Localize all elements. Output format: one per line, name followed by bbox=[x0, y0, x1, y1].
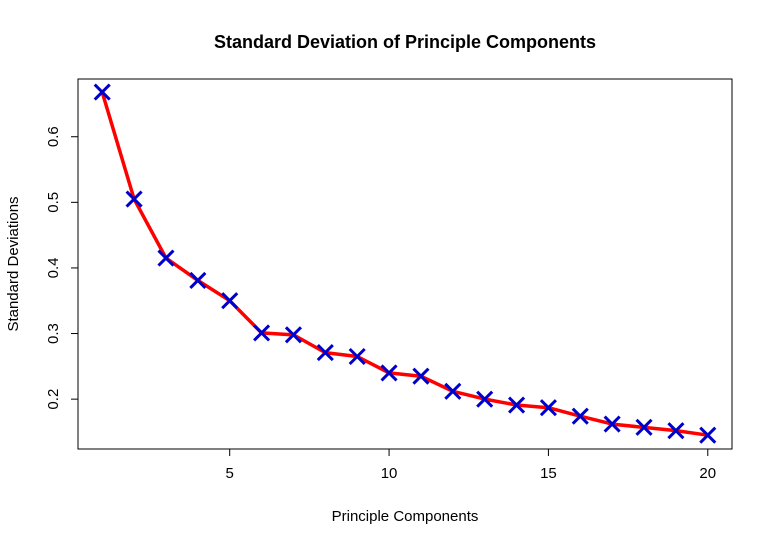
data-point bbox=[253, 324, 271, 342]
data-point bbox=[635, 418, 653, 436]
data-point bbox=[348, 347, 366, 366]
data-point bbox=[476, 390, 494, 408]
data-point bbox=[125, 190, 143, 208]
y-tick-label: 0.2 bbox=[45, 389, 62, 410]
y-axis-label: Standard Deviations bbox=[5, 196, 22, 331]
data-point bbox=[571, 407, 589, 425]
data-point bbox=[157, 249, 175, 267]
data-point bbox=[507, 396, 526, 414]
y-tick-label: 0.5 bbox=[45, 192, 62, 213]
data-point bbox=[380, 364, 398, 382]
series-line bbox=[100, 91, 709, 437]
y-tick-label: 0.6 bbox=[45, 126, 62, 147]
data-point bbox=[603, 415, 621, 433]
y-tick-label: 0.4 bbox=[45, 258, 62, 279]
x-tick-label: 20 bbox=[699, 465, 716, 482]
x-axis: 5 10 15 20 bbox=[226, 448, 716, 482]
series-layer bbox=[93, 83, 717, 444]
data-point bbox=[539, 399, 557, 417]
data-point bbox=[93, 83, 111, 101]
data-point bbox=[667, 422, 685, 440]
chart-title: Standard Deviation of Principle Componen… bbox=[214, 32, 596, 52]
y-axis: 0.2 0.3 0.4 0.5 0.6 bbox=[45, 126, 79, 410]
data-point bbox=[699, 426, 717, 444]
x-tick-label: 15 bbox=[540, 465, 557, 482]
x-axis-label: Principle Components bbox=[332, 508, 479, 525]
data-point bbox=[189, 271, 207, 289]
x-tick-label: 10 bbox=[381, 465, 398, 482]
data-point bbox=[221, 292, 239, 310]
y-tick-label: 0.3 bbox=[45, 323, 62, 344]
data-point bbox=[284, 326, 303, 344]
data-point bbox=[444, 382, 462, 400]
x-tick-label: 5 bbox=[226, 465, 234, 482]
data-point bbox=[316, 344, 334, 362]
data-point bbox=[412, 367, 430, 385]
